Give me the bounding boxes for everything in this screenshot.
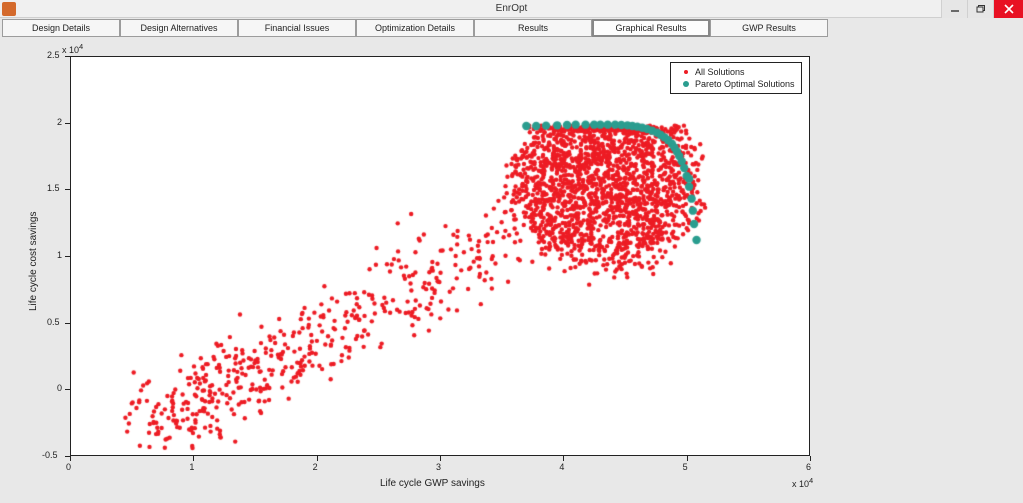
x-tick bbox=[440, 456, 441, 461]
legend-marker-icon bbox=[677, 70, 695, 74]
tab-financial-issues[interactable]: Financial Issues bbox=[238, 19, 356, 37]
x-axis-label: Life cycle GWP savings bbox=[380, 478, 485, 489]
y-tick-label: 1.5 bbox=[47, 183, 60, 193]
legend: All Solutions Pareto Optimal Solutions bbox=[670, 62, 802, 94]
y-tick-label: 1 bbox=[57, 250, 62, 260]
app-icon bbox=[2, 2, 16, 16]
x-tick-label: 0 bbox=[66, 462, 71, 472]
x-tick bbox=[563, 456, 564, 461]
y-tick bbox=[65, 456, 70, 457]
x-tick-label: 3 bbox=[436, 462, 441, 472]
tab-optimization-details[interactable]: Optimization Details bbox=[356, 19, 474, 37]
legend-entry: Pareto Optimal Solutions bbox=[677, 78, 795, 90]
x-tick bbox=[687, 456, 688, 461]
tab-graphical-results[interactable]: Graphical Results bbox=[592, 19, 710, 37]
restore-button[interactable] bbox=[967, 0, 993, 18]
legend-entry: All Solutions bbox=[677, 66, 795, 78]
x-tick bbox=[317, 456, 318, 461]
x-tick-label: 4 bbox=[559, 462, 564, 472]
minimize-icon bbox=[950, 4, 960, 14]
window-title: EnrOpt bbox=[0, 3, 1023, 14]
tab-design-details[interactable]: Design Details bbox=[2, 19, 120, 37]
y-axis-label: Life cycle cost savings bbox=[28, 212, 39, 312]
x-tick-label: 5 bbox=[683, 462, 688, 472]
restore-icon bbox=[976, 4, 986, 14]
tab-gwp-results[interactable]: GWP Results bbox=[710, 19, 828, 37]
x-tick bbox=[810, 456, 811, 461]
y-tick-label: 0.5 bbox=[47, 317, 60, 327]
legend-label: Pareto Optimal Solutions bbox=[695, 79, 795, 89]
scatter-canvas bbox=[70, 56, 810, 456]
x-tick-label: 2 bbox=[313, 462, 318, 472]
x-tick-label: 1 bbox=[189, 462, 194, 472]
tab-design-alternatives[interactable]: Design Alternatives bbox=[120, 19, 238, 37]
x-exponent-label: x 104 bbox=[792, 476, 813, 489]
minimize-button[interactable] bbox=[941, 0, 967, 18]
y-tick-label: 2.5 bbox=[47, 50, 60, 60]
legend-label: All Solutions bbox=[695, 67, 745, 77]
tab-bar: Design DetailsDesign AlternativesFinanci… bbox=[0, 18, 1023, 38]
titlebar: EnrOpt bbox=[0, 0, 1023, 18]
y-tick-label: 2 bbox=[57, 117, 62, 127]
window-buttons bbox=[941, 0, 1023, 18]
x-tick bbox=[70, 456, 71, 461]
y-tick-label: -0.5 bbox=[42, 450, 58, 460]
legend-marker-icon bbox=[677, 81, 695, 87]
close-button[interactable] bbox=[993, 0, 1023, 18]
x-tick-label: 6 bbox=[806, 462, 811, 472]
y-tick-label: 0 bbox=[57, 383, 62, 393]
x-tick bbox=[193, 456, 194, 461]
chart-area: 0123456-0.500.511.522.5x 104x 104Life cy… bbox=[0, 38, 1023, 503]
close-icon bbox=[1004, 4, 1014, 14]
y-exponent-label: x 104 bbox=[62, 42, 83, 55]
tab-results[interactable]: Results bbox=[474, 19, 592, 37]
